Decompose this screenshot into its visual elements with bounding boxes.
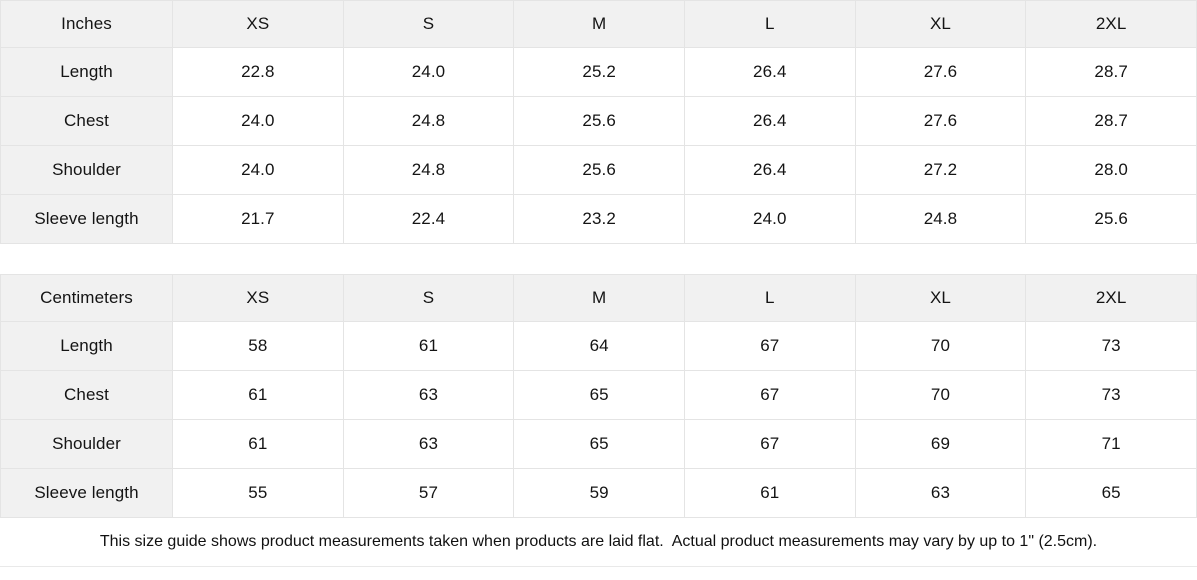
size-header-cell: XS [172,0,344,48]
size-header-cell: 2XL [1025,274,1197,322]
measurement-label-cell: Shoulder [0,145,173,195]
measurement-value-cell: 65 [1025,468,1197,518]
measurement-row: Sleeve length 55 57 59 61 63 65 [0,468,1197,518]
measurement-value-cell: 73 [1025,321,1197,371]
measurement-value-cell: 25.6 [513,145,685,195]
measurement-value-cell: 67 [683,370,856,420]
table-gap [0,244,1197,274]
measurement-value-cell: 70 [854,370,1027,420]
size-header-cell: XL [854,274,1027,322]
measurement-row: Length 22.8 24.0 25.2 26.4 27.6 28.7 [0,47,1197,97]
measurement-value-cell: 70 [854,321,1027,371]
measurement-value-cell: 65 [513,370,685,420]
centimeters-size-table: Centimeters XS S M L XL 2XL Length 58 61 64 67 70 73 C… [0,274,1197,518]
measurement-value-cell: 21.7 [172,194,344,244]
unit-header-cell: Inches [0,0,173,48]
measurement-value-cell: 28.7 [1025,47,1197,97]
measurement-label-cell: Sleeve length [0,468,173,518]
measurement-row: Sleeve length 21.7 22.4 23.2 24.0 24.8 25.6 [0,194,1197,244]
size-header-cell: 2XL [1025,0,1197,48]
measurement-value-cell: 73 [1025,370,1197,420]
measurement-row: Shoulder 61 63 65 67 69 71 [0,419,1197,469]
measurement-value-cell: 24.0 [172,96,344,146]
measurement-label-cell: Sleeve length [0,194,173,244]
measurement-value-cell: 67 [683,321,856,371]
unit-header-cell: Centimeters [0,274,173,322]
size-header-cell: L [683,274,856,322]
measurement-value-cell: 27.6 [854,47,1027,97]
measurement-row: Length 58 61 64 67 70 73 [0,321,1197,371]
measurement-value-cell: 27.2 [854,145,1027,195]
size-guide-note: This size guide shows product measuremen… [0,518,1197,567]
measurement-value-cell: 58 [172,321,344,371]
measurement-value-cell: 55 [172,468,344,518]
measurement-value-cell: 28.7 [1025,96,1197,146]
measurement-value-cell: 24.8 [342,145,515,195]
measurement-value-cell: 24.0 [342,47,515,97]
measurement-value-cell: 61 [342,321,515,371]
measurement-value-cell: 64 [513,321,685,371]
measurement-value-cell: 24.0 [172,145,344,195]
measurement-value-cell: 63 [854,468,1027,518]
measurement-value-cell: 61 [683,468,856,518]
size-table-header-row: Centimeters XS S M L XL 2XL [0,274,1197,322]
measurement-value-cell: 57 [342,468,515,518]
measurement-value-cell: 24.8 [342,96,515,146]
measurement-label-cell: Chest [0,370,173,420]
measurement-value-cell: 61 [172,370,344,420]
measurement-value-cell: 27.6 [854,96,1027,146]
measurement-value-cell: 24.0 [683,194,856,244]
size-header-cell: XL [854,0,1027,48]
measurement-value-cell: 25.6 [1025,194,1197,244]
measurement-value-cell: 23.2 [513,194,685,244]
measurement-value-cell: 28.0 [1025,145,1197,195]
measurement-value-cell: 25.6 [513,96,685,146]
measurement-label-cell: Chest [0,96,173,146]
inches-size-table: Inches XS S M L XL 2XL Length 22.8 24.0 25.2 26.4 27… [0,0,1197,244]
measurement-label-cell: Length [0,47,173,97]
measurement-value-cell: 26.4 [683,145,856,195]
measurement-row: Chest 61 63 65 67 70 73 [0,370,1197,420]
measurement-value-cell: 65 [513,419,685,469]
measurement-value-cell: 22.4 [342,194,515,244]
measurement-value-cell: 26.4 [683,96,856,146]
size-header-cell: S [342,0,515,48]
size-header-cell: XS [172,274,344,322]
measurement-value-cell: 24.8 [854,194,1027,244]
measurement-label-cell: Shoulder [0,419,173,469]
measurement-row: Chest 24.0 24.8 25.6 26.4 27.6 28.7 [0,96,1197,146]
measurement-value-cell: 63 [342,419,515,469]
measurement-value-cell: 63 [342,370,515,420]
measurement-value-cell: 22.8 [172,47,344,97]
measurement-row: Shoulder 24.0 24.8 25.6 26.4 27.2 28.0 [0,145,1197,195]
measurement-value-cell: 69 [854,419,1027,469]
measurement-value-cell: 59 [513,468,685,518]
measurement-value-cell: 25.2 [513,47,685,97]
measurement-value-cell: 71 [1025,419,1197,469]
size-header-cell: M [513,0,685,48]
measurement-value-cell: 67 [683,419,856,469]
measurement-label-cell: Length [0,321,173,371]
size-header-cell: M [513,274,685,322]
size-table-header-row: Inches XS S M L XL 2XL [0,0,1197,48]
size-header-cell: L [683,0,856,48]
measurement-value-cell: 61 [172,419,344,469]
size-header-cell: S [342,274,515,322]
measurement-value-cell: 26.4 [683,47,856,97]
